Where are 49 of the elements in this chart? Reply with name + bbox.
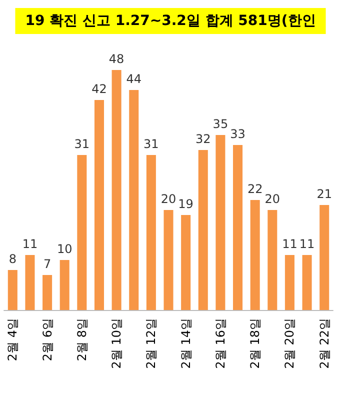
data-label: 22 [247,182,263,196]
bar [25,255,35,310]
data-label: 10 [56,242,72,256]
bar [42,275,52,310]
bar [216,135,226,310]
bar [198,150,208,310]
data-label: 20 [160,192,176,206]
data-label: 31 [144,137,159,151]
chart-title: 19 확진 신고 1.27~3.2일 합계 581명(한인 [25,13,316,29]
data-label: 11 [282,237,298,251]
bar [233,145,243,310]
data-label: 33 [230,127,246,141]
bar [268,210,278,310]
data-label: 7 [43,257,52,271]
data-label: 20 [264,192,280,206]
bar [181,215,191,310]
data-label: 32 [195,132,211,146]
data-label: 48 [108,52,124,66]
x-tick-label: 2월 14일 [178,318,193,369]
bar [302,255,312,310]
bar [146,155,156,310]
x-tick-label: 2월 20일 [282,318,297,369]
data-label: 19 [178,197,194,211]
data-label: 21 [316,187,332,201]
bar [129,90,139,310]
x-tick-label: 2월 10일 [110,318,124,369]
x-tick-label: 2월 12일 [144,318,158,369]
bar [284,255,294,310]
data-label: 8 [8,252,16,266]
bar [112,70,122,310]
x-tick-label: 2월 8일 [74,318,89,362]
x-tick-label: 2월 16일 [213,318,228,369]
x-tick-label: 2월 18일 [248,318,262,369]
bar [250,200,260,310]
data-label: 42 [92,82,107,96]
x-tick-label: 2월 22일 [317,318,332,369]
data-label: 35 [212,117,228,131]
bar [94,100,104,310]
bar [8,270,18,310]
x-tick-label: 2월 6일 [40,318,54,362]
data-label: 11 [299,237,315,251]
bar [320,205,330,310]
data-label: 31 [74,137,90,151]
bar [60,260,70,310]
data-label: 11 [22,237,38,251]
x-tick-label: 2월 4일 [6,318,20,362]
bar [77,155,87,310]
bar [164,210,174,310]
data-label: 44 [126,72,142,86]
